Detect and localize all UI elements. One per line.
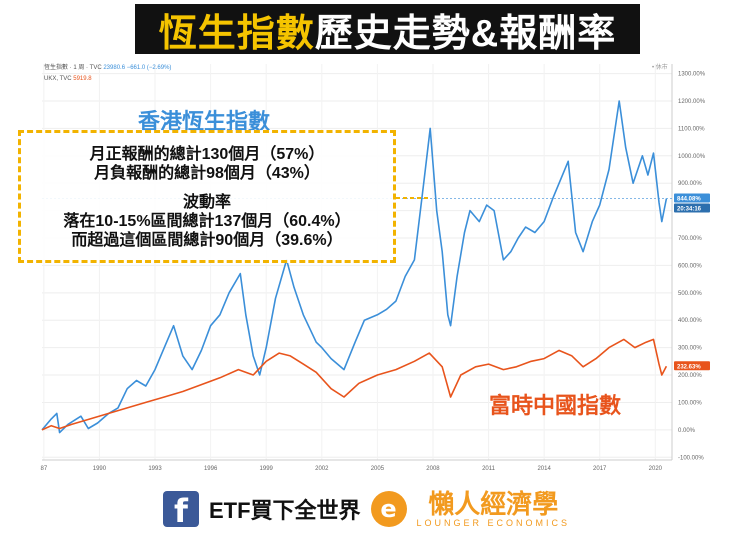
x-tick-label: 87 xyxy=(41,466,48,472)
legend-row-hsi: 恆生指數 · 1 周 · TVC 23980.6 −661.0 (−2.69%) xyxy=(44,62,171,71)
hsi-last-value-label-bg xyxy=(674,193,710,203)
legend-hsi-name: 恆生指數 · 1 周 · TVC xyxy=(44,65,102,71)
x-tick-label: 2008 xyxy=(426,466,440,472)
x-tick-label: 2002 xyxy=(315,466,329,472)
note-negative-months: 月負報酬的總計98個月（43%） xyxy=(94,165,320,182)
y-tick-label: -100.00% xyxy=(678,455,704,461)
x-axis-ticks: 87 1990 1993 1996 1999 2002 2005 2008 2011 2014 20… xyxy=(41,466,663,472)
live-indicator: • 休市 xyxy=(652,63,668,71)
legend-hsi-value: 23980.6 −661.0 (−2.69%) xyxy=(103,65,172,71)
x-tick-label: 1999 xyxy=(260,466,274,472)
facebook-page-name: ETF買下全世界 xyxy=(208,497,361,523)
legend-row-ftse: UKX, TVC 5919.8 xyxy=(44,76,92,82)
note-volatility-out-range: 而超過這個區間總計90個月（39.6%） xyxy=(71,232,343,249)
series-group xyxy=(41,100,668,434)
series-line-hsi xyxy=(41,100,668,434)
x-tick-label: 2005 xyxy=(371,466,385,472)
legend-ftse-value: 5919.8 xyxy=(73,76,92,82)
x-tick-label: 1996 xyxy=(204,466,218,472)
y-tick-label: 100.00% xyxy=(678,400,702,406)
lounger-economics-logo-icon: e xyxy=(370,490,407,527)
y-axis-ticks: -100.00% 0.00% 100.00% 200.00% 300.00% 400.00… xyxy=(678,72,706,462)
title-highlight: 恆生指數 xyxy=(158,12,315,55)
y-tick-label: 0.00% xyxy=(678,428,696,434)
y-tick-label: 900.00% xyxy=(678,181,702,187)
note-volatility-heading: 波動率 xyxy=(182,194,231,211)
ftse-series-label: 富時中國指數 xyxy=(489,393,622,418)
x-tick-label: 2017 xyxy=(593,466,607,472)
y-tick-label: 600.00% xyxy=(678,263,702,269)
y-tick-label: 700.00% xyxy=(678,236,702,242)
note-volatility-in-range: 落在10-15%區間總計137個月（60.4%） xyxy=(63,213,351,230)
x-tick-label: 2014 xyxy=(537,466,551,472)
hsi-time-label: 20:34:16 xyxy=(677,207,702,213)
line-chart: -100.00% 0.00% 100.00% 200.00% 300.00% 400.00… xyxy=(41,63,710,472)
x-tick-label: 2020 xyxy=(649,466,663,472)
ftse-last-value-label: 232.63% xyxy=(677,364,701,370)
y-tick-label: 300.00% xyxy=(678,346,702,352)
y-tick-label: 1000.00% xyxy=(678,154,706,160)
hsi-time-label-bg xyxy=(674,203,710,213)
brand-name-english: LOUNGER ECONOMICS xyxy=(416,517,571,528)
hsi-last-value-label: 844.08% xyxy=(677,197,701,203)
note-positive-months: 月正報酬的總計130個月（57%） xyxy=(89,146,325,163)
ftse-last-value-label-bg xyxy=(674,361,710,371)
hsi-series-label: 香港恆生指數 xyxy=(138,109,271,134)
legend-ftse-name: UKX, TVC xyxy=(44,76,72,82)
x-tick-label: 2011 xyxy=(482,466,496,472)
title-banner: 恆生指數 歷史走勢&報酬率 xyxy=(135,4,640,55)
x-tick-label: 1990 xyxy=(93,466,107,472)
y-tick-label: 200.00% xyxy=(678,373,702,379)
y-tick-label: 1200.00% xyxy=(678,99,706,105)
return-stats-note: 月正報酬的總計130個月（57%） 月負報酬的總計98個月（43%） 波動率 落… xyxy=(18,130,396,263)
footer: f ETF買下全世界 e 懶人經濟學 LOUNGER ECONOMICS xyxy=(0,480,733,537)
series-line-ftse xyxy=(41,338,668,431)
brand-name-chinese: 懶人經濟學 xyxy=(428,488,559,519)
brand-wordmark: 懶人經濟學 LOUNGER ECONOMICS xyxy=(417,490,571,528)
facebook-icon: f xyxy=(162,490,199,527)
chart-area: -100.00% 0.00% 100.00% 200.00% 300.00% 400.00… xyxy=(0,56,733,476)
x-tick-label: 1993 xyxy=(148,466,162,472)
y-tick-label: 500.00% xyxy=(678,291,702,297)
title-rest: 歷史走勢&報酬率 xyxy=(314,12,617,55)
last-value-labels: 844.08% 20:34:16 232.63% xyxy=(674,193,710,371)
y-tick-label: 400.00% xyxy=(678,318,702,324)
y-tick-label: 1300.00% xyxy=(678,72,706,78)
y-tick-label: 1100.00% xyxy=(678,126,705,132)
